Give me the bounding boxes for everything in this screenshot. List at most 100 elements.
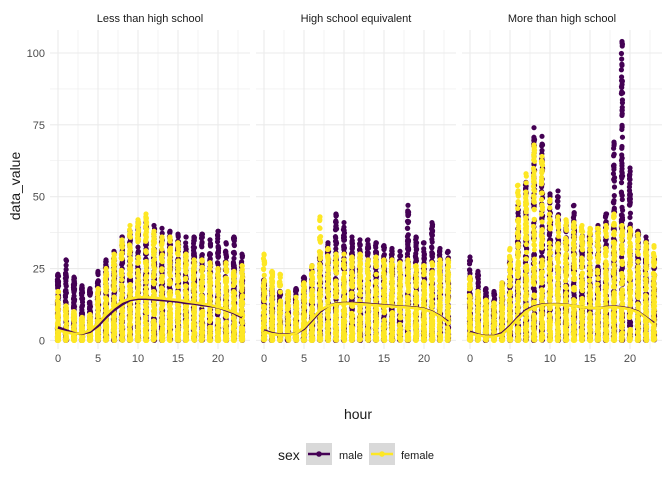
data-point [239, 320, 245, 326]
data-point [118, 251, 125, 257]
data-point [119, 282, 125, 289]
data-point [223, 295, 229, 301]
data-point [231, 315, 237, 321]
data-point [215, 335, 221, 342]
data-point [127, 332, 133, 339]
data-point [207, 324, 214, 330]
data-point [333, 213, 339, 219]
data-point [143, 320, 149, 327]
data-point [183, 335, 189, 342]
data-point [150, 274, 157, 280]
data-point [175, 313, 182, 319]
data-point [79, 316, 85, 322]
data-point [55, 321, 61, 327]
data-point [103, 270, 109, 276]
x-tick-label: 0 [55, 353, 61, 365]
data-point [119, 337, 126, 343]
data-point [238, 324, 245, 331]
data-point [183, 284, 189, 290]
data-point [199, 294, 205, 300]
data-point [126, 327, 133, 333]
data-point [127, 266, 133, 272]
data-point [151, 269, 157, 275]
data-point [215, 288, 221, 294]
data-point [151, 264, 157, 270]
data-point [79, 296, 86, 302]
data-point-max [159, 225, 165, 231]
facet-title: High school equivalent [301, 13, 412, 25]
data-point [119, 243, 125, 249]
data-point [191, 250, 197, 257]
data-point [54, 315, 61, 321]
data-point [159, 259, 165, 265]
data-point [151, 321, 157, 328]
data-point [175, 232, 181, 238]
data-point [239, 278, 245, 284]
data-point [223, 330, 229, 336]
data-point [135, 329, 141, 335]
data-point [71, 315, 77, 322]
data-point [135, 277, 142, 283]
data-point [78, 290, 85, 296]
data-point [167, 314, 174, 321]
data-point [175, 250, 181, 256]
smooth-line-male [57, 297, 243, 336]
data-point [143, 232, 149, 238]
data-point [341, 237, 347, 243]
data-point [191, 245, 198, 251]
data-point [207, 265, 213, 272]
data-point [71, 295, 77, 302]
data-point [191, 238, 197, 244]
data-point [167, 281, 173, 287]
data-point [239, 253, 246, 259]
data-point [143, 314, 149, 320]
data-points [260, 202, 452, 343]
data-point [231, 323, 237, 329]
data-point [135, 321, 141, 327]
data-point [167, 229, 173, 235]
data-point [191, 287, 197, 293]
data-point [191, 337, 197, 343]
data-point [239, 283, 245, 289]
data-point [102, 277, 109, 283]
data-point [103, 334, 110, 340]
data-point [111, 285, 117, 291]
data-point [340, 227, 347, 233]
data-point [293, 286, 299, 292]
data-point [207, 337, 214, 343]
data-point [349, 246, 355, 252]
data-point [135, 306, 141, 313]
data-point [55, 272, 61, 278]
data-point [79, 303, 85, 310]
data-point [215, 253, 222, 260]
data-point [95, 270, 101, 276]
data-point [143, 267, 150, 274]
data-point [207, 296, 213, 302]
data-point [230, 274, 237, 280]
data-point [223, 319, 229, 325]
data-point [135, 250, 141, 256]
data-point [159, 242, 165, 248]
data-point [111, 323, 117, 329]
data-point [223, 312, 230, 319]
data-point [207, 283, 213, 289]
data-point [175, 283, 181, 290]
data-point [207, 329, 213, 336]
data-point [215, 308, 221, 314]
data-point [239, 299, 246, 305]
data-point [231, 337, 237, 343]
data-point [167, 324, 173, 331]
data-point [231, 262, 237, 268]
data-point [349, 240, 356, 247]
data-point [127, 318, 133, 324]
data-point [62, 292, 69, 298]
data-point [167, 249, 173, 255]
data-point [87, 288, 93, 294]
data-point [223, 269, 230, 275]
data-point [111, 298, 117, 304]
data-point [71, 288, 77, 294]
x-tick-label: 15 [172, 353, 184, 365]
data-point [119, 329, 126, 335]
data-point [159, 290, 165, 296]
